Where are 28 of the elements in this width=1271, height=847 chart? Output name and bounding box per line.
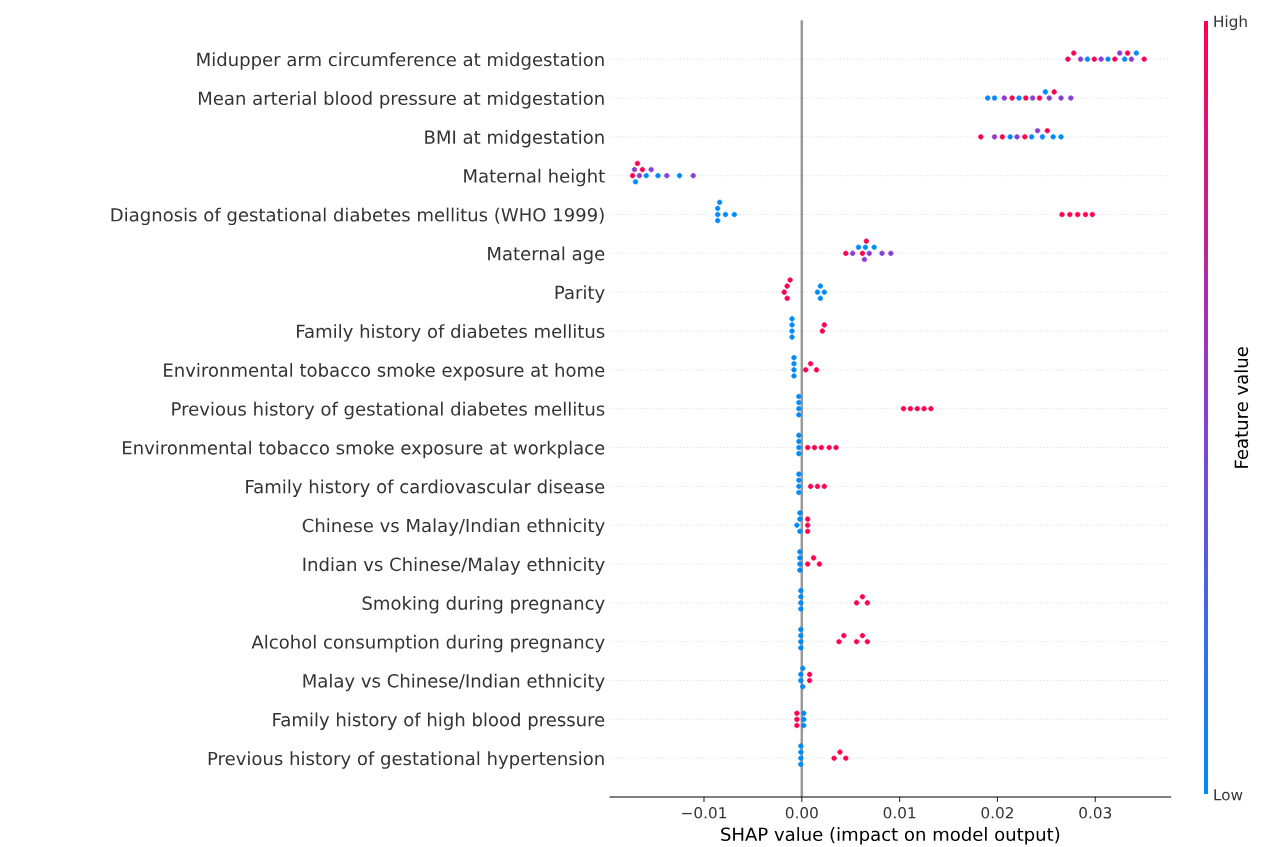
y-tick-label: Previous history of gestational diabetes mellitus — [172, 401, 605, 420]
y-tick-label: Diagnosis of gestational diabetes mellitus (WHO 1999) — [111, 207, 604, 226]
x-tick-label: 0.01 — [883, 807, 916, 819]
y-tick-label: Mean arterial blood pressure at midgestation — [198, 91, 604, 109]
y-tick-label: Environmental tobacco smoke exposure at workplace — [123, 440, 605, 459]
y-tick-label: BMI at midgestation — [425, 129, 604, 148]
y-tick-label: Maternal age — [488, 246, 605, 264]
y-tick-label: Midupper arm circumference at midgestation — [197, 52, 604, 70]
color-bar-label: Low — [1214, 789, 1243, 801]
y-tick-label: Chinese vs Malay/Indian ethnicity — [302, 518, 605, 536]
color-bar-title: Feature value — [1234, 347, 1249, 468]
y-tick-label: Indian vs Chinese/Malay ethnicity — [303, 557, 605, 575]
x-tick-label: 0.00 — [785, 807, 818, 819]
y-tick-label: Family history of diabetes mellitus — [297, 324, 605, 342]
y-tick-label: Maternal height — [464, 168, 605, 187]
y-tick-label: Previous history of gestational hypertension — [208, 751, 604, 769]
color-bar-label: High — [1214, 15, 1247, 31]
y-tick-label: Environmental tobacco smoke exposure at home — [164, 362, 605, 381]
y-tick-label: Smoking during pregnancy — [362, 595, 605, 614]
y-tick-label: Family history of high blood pressure — [273, 712, 605, 730]
y-tick-label: Parity — [555, 285, 605, 303]
y-tick-label: Family history of cardiovascular disease — [246, 479, 605, 497]
x-tick-label: 0.03 — [1079, 807, 1112, 819]
x-axis-title: SHAP value (impact on model output) — [721, 827, 1060, 845]
y-tick-label: Alcohol consumption during pregnancy — [251, 634, 605, 653]
x-tick-label: 0.02 — [981, 807, 1013, 819]
x-tick-label: −0.01 — [682, 807, 726, 819]
y-tick-label: Malay vs Chinese/Indian ethnicity — [303, 673, 605, 692]
